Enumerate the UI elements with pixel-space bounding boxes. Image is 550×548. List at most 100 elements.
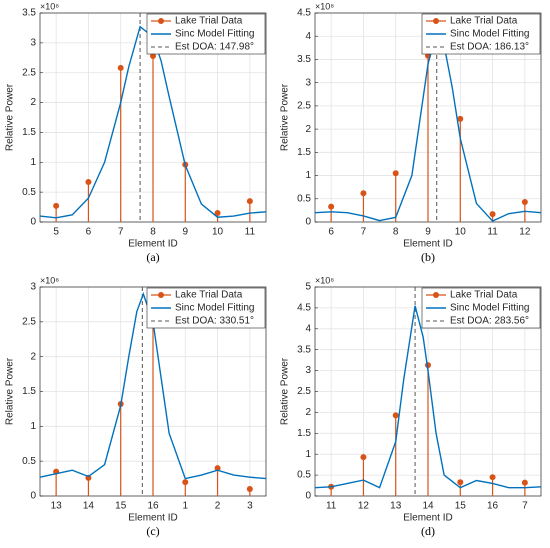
stem-marker xyxy=(521,199,528,206)
exponent: ×10⁸ xyxy=(40,1,59,11)
stem-marker xyxy=(53,202,60,209)
y-tick-label: 3 xyxy=(305,77,311,88)
y-tick-label: 1 xyxy=(305,170,311,181)
y-tick-label: 2 xyxy=(30,351,36,362)
legend-label: Sinc Model Fitting xyxy=(175,29,254,40)
x-tick-label: 10 xyxy=(212,227,224,238)
exponent: ×10⁸ xyxy=(315,275,334,285)
y-tick-label: 1 xyxy=(30,421,36,432)
panel: 0 0.5 1 1.5 2 2.5 3 3.5 5 6 7 8 9 10 11 Lake Trial Data… xyxy=(5,1,267,264)
y-tick-label: 0.5 xyxy=(297,470,311,481)
x-axis-label: Element ID xyxy=(403,239,452,250)
y-tick-label: 2.5 xyxy=(297,386,311,397)
y-tick-label: 1 xyxy=(305,449,311,460)
y-axis-label: Relative Power xyxy=(5,83,16,151)
legend-label: Est DOA: 186.13° xyxy=(450,42,529,53)
x-tick-label: 6 xyxy=(86,227,92,238)
x-tick-label: 15 xyxy=(455,501,467,512)
x-axis-label: Element ID xyxy=(128,513,177,524)
legend-label: Sinc Model Fitting xyxy=(450,303,529,314)
x-tick-label: 11 xyxy=(487,227,498,238)
y-tick-label: 3.5 xyxy=(297,344,311,355)
y-tick-label: 3 xyxy=(305,365,311,376)
legend-label: Sinc Model Fitting xyxy=(450,29,529,40)
x-tick-label: 6 xyxy=(328,227,334,238)
y-tick-label: 3.5 xyxy=(297,54,311,65)
legend-swatch xyxy=(433,18,439,24)
x-tick-label: 8 xyxy=(150,227,156,238)
stem-marker xyxy=(182,479,189,486)
y-tick-label: 3 xyxy=(30,37,36,48)
y-tick-label: 1.5 xyxy=(297,428,311,439)
x-tick-label: 11 xyxy=(245,227,256,238)
y-tick-label: 4 xyxy=(305,323,311,334)
stem-marker xyxy=(457,479,464,486)
panel: 0 0.5 1 1.5 2 2.5 3 3.5 4 4.5 6 7 8 9 10 11 12 Lake Trial… xyxy=(280,1,542,264)
stem-marker xyxy=(328,203,335,210)
stem-marker xyxy=(392,412,399,419)
legend-swatch xyxy=(158,292,164,298)
fit-curve xyxy=(314,305,542,489)
stem-marker xyxy=(85,178,92,185)
y-tick-label: 1.5 xyxy=(297,147,311,158)
x-tick-label: 9 xyxy=(183,227,189,238)
y-tick-label: 0.5 xyxy=(22,187,36,198)
stem-marker xyxy=(360,190,367,197)
x-tick-label: 12 xyxy=(358,501,370,512)
x-tick-label: 7 xyxy=(522,501,528,512)
legend-label: Sinc Model Fitting xyxy=(175,303,254,314)
y-tick-label: 4.5 xyxy=(297,303,311,314)
stem-marker xyxy=(489,211,496,218)
stem-marker xyxy=(246,198,253,205)
x-tick-label: 11 xyxy=(326,501,337,512)
x-tick-label: 8 xyxy=(393,227,399,238)
stem-marker xyxy=(117,64,124,71)
y-tick-label: 4.5 xyxy=(297,8,311,19)
x-tick-label: 5 xyxy=(53,227,59,238)
x-tick-label: 13 xyxy=(390,501,402,512)
caption: (d) xyxy=(421,524,435,538)
y-tick-label: 0.5 xyxy=(22,456,36,467)
caption: (b) xyxy=(421,250,435,264)
exponent: ×10⁸ xyxy=(315,1,334,11)
legend-label: Est DOA: 283.56° xyxy=(450,316,529,327)
x-tick-label: 10 xyxy=(455,227,467,238)
y-axis-label: Relative Power xyxy=(280,357,291,425)
stem-marker xyxy=(457,115,464,122)
x-tick-label: 14 xyxy=(422,501,434,512)
legend-label: Lake Trial Data xyxy=(175,290,243,301)
x-tick-label: 9 xyxy=(425,227,431,238)
stem-marker xyxy=(214,465,221,472)
legend-label: Lake Trial Data xyxy=(175,16,243,27)
x-tick-label: 12 xyxy=(519,227,531,238)
panel: 0 0.5 1 1.5 2 2.5 3 13 14 15 16 1 2 3 Lake Trial Data S… xyxy=(5,275,267,538)
stem-marker xyxy=(489,474,496,481)
x-tick-label: 14 xyxy=(83,501,95,512)
x-tick-label: 7 xyxy=(118,227,124,238)
y-tick-label: 0 xyxy=(305,491,311,502)
y-tick-label: 2.5 xyxy=(22,67,36,78)
exponent: ×10⁸ xyxy=(40,275,59,285)
x-axis-label: Element ID xyxy=(403,513,452,524)
y-tick-label: 2.5 xyxy=(22,316,36,327)
y-tick-label: 3.5 xyxy=(22,8,36,19)
x-tick-label: 2 xyxy=(215,501,221,512)
stem-marker xyxy=(360,454,367,461)
y-axis-label: Relative Power xyxy=(280,83,291,151)
legend-label: Lake Trial Data xyxy=(450,16,518,27)
y-tick-label: 0.5 xyxy=(297,193,311,204)
y-tick-label: 1 xyxy=(30,157,36,168)
y-tick-label: 2 xyxy=(305,407,311,418)
y-tick-label: 1.5 xyxy=(22,386,36,397)
legend-swatch xyxy=(158,18,164,24)
y-tick-label: 4 xyxy=(305,31,311,42)
stem-marker xyxy=(246,486,253,493)
legend-label: Lake Trial Data xyxy=(450,290,518,301)
x-tick-label: 1 xyxy=(183,501,189,512)
y-tick-label: 3 xyxy=(30,282,36,293)
x-tick-label: 3 xyxy=(247,501,253,512)
y-tick-label: 1.5 xyxy=(22,127,36,138)
caption: (c) xyxy=(146,524,159,538)
x-tick-label: 7 xyxy=(361,227,367,238)
caption: (a) xyxy=(146,250,159,264)
